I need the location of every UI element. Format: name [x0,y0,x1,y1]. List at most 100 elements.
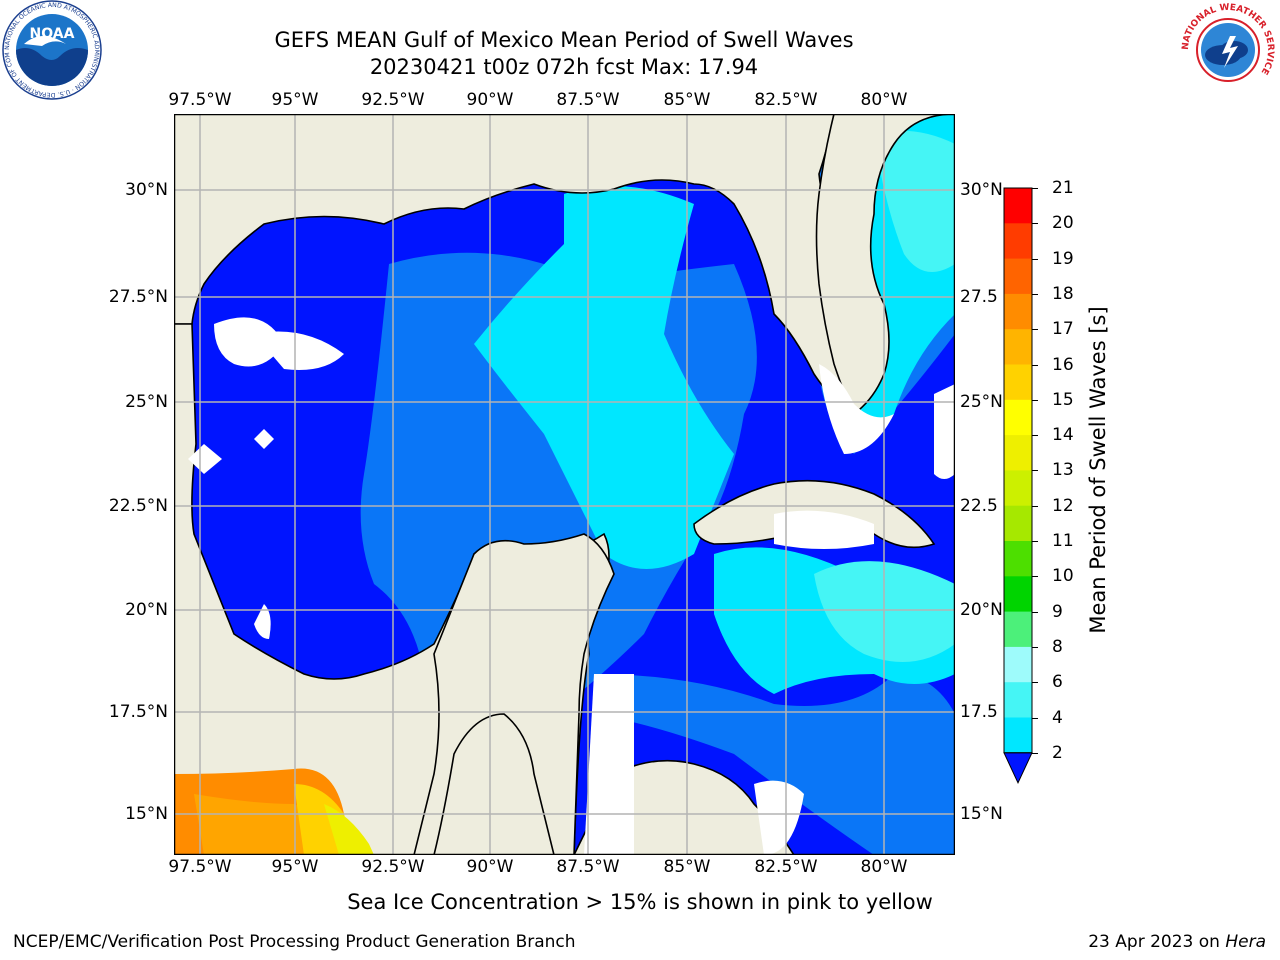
colorbar-label: Mean Period of Swell Waves [s] [1086,306,1110,634]
colorbar-tick-label: 11 [1052,531,1074,551]
colorbar-segment [1004,611,1032,648]
lon-tick-label: 82.5°W [754,90,818,110]
colorbar-segment [1004,223,1032,260]
colorbar-tick-mark [1032,223,1038,225]
colorbar-tick-label: 17 [1052,319,1074,340]
lat-tick-label: 27.5 [960,287,998,307]
colorbar-tick-label: 21 [1052,178,1074,198]
colorbar-segment [1004,682,1032,718]
lon-tick-label: 90°W [466,857,514,877]
sea-ice-band [174,768,374,855]
colorbar-tick-mark [1032,752,1038,754]
colorbar-tick-label: 16 [1052,354,1074,375]
period-band-6-8 [874,130,955,272]
colorbar-tick-label: 14 [1052,425,1074,446]
lon-tick-label: 85°W [663,857,711,877]
colorbar-segment [1004,435,1032,471]
map-panel [173,113,956,856]
colorbar-tick-label: 13 [1052,460,1074,481]
colorbar-tick-mark [1032,646,1038,648]
colorbar-segment [1004,717,1032,754]
colorbar-tick-mark [1032,470,1038,472]
lon-tick-label: 97.5°W [168,857,232,877]
colorbar-tick-mark [1032,576,1038,578]
lon-tick-label: 92.5°W [361,857,425,877]
lon-tick-label: 95°W [271,857,319,877]
colorbar-tick-label: 18 [1052,283,1074,304]
colorbar-segment [1004,541,1032,577]
lat-tick-label: 15°N [960,804,1003,824]
footer-host: Hera [1225,932,1266,952]
colorbar-tick-mark [1032,435,1038,437]
lat-tick-label: 17.5 [960,702,998,722]
lon-tick-label: 85°W [663,90,711,110]
chart-subtitle: 20230421 t00z 072h fcst Max: 17.94 [369,55,759,79]
colorbar-segment [1004,258,1032,295]
no-data-areas [188,317,955,855]
lat-tick-label: 30°N [960,180,1003,200]
colorbar-tick-label: 15 [1052,389,1074,410]
colorbar-tick-label: 9 [1052,601,1063,622]
colorbar-tick-mark [1032,399,1038,401]
footer-left: NCEP/EMC/Verification Post Processing Pr… [13,932,576,952]
land-areas [173,113,956,856]
map-frame [173,113,956,856]
colorbar-segment [1004,505,1032,542]
lon-tick-label: 92.5°W [361,90,425,110]
colorbar-tick-mark [1032,188,1038,189]
noaa-logo: NATIONAL OCEANIC AND ATMOSPHERIC ADMINIS… [0,0,102,100]
colorbar-tick-label: 12 [1052,495,1074,516]
lon-tick-label: 80°W [860,857,908,877]
lon-tick-label: 82.5°W [754,857,818,877]
lat-tick-label: 30°N [125,180,168,200]
colorbar-segment [1004,399,1032,436]
colorbar-tick-mark [1032,258,1038,260]
svg-text:NOAA: NOAA [30,26,75,42]
lat-tick-label: 22.5 [960,496,998,516]
colorbar-tick-mark [1032,505,1038,507]
nws-logo: NATIONAL WEATHER SERVICE [1178,0,1278,100]
colorbar-segment [1004,188,1032,224]
colorbar-tick-label: 19 [1052,248,1074,269]
chart-title: GEFS MEAN Gulf of Mexico Mean Period of … [274,28,854,52]
lat-tick-label: 20°N [125,600,168,620]
map-svg [173,113,956,856]
lat-tick-label: 15°N [125,804,168,824]
lon-tick-label: 87.5°W [556,857,620,877]
lat-tick-label: 17.5°N [108,702,168,722]
colorbar-tick-label: 20 [1052,213,1074,234]
colorbar-tick-label: 10 [1052,566,1074,587]
colorbar-tick-mark [1032,329,1038,331]
colorbar-tick-mark [1032,293,1038,295]
colorbar-tick-mark [1032,541,1038,542]
lat-tick-label: 25°N [960,392,1003,412]
graticule [174,114,955,855]
colorbar-tick-mark [1032,717,1038,719]
colorbar-segment [1004,470,1032,507]
lon-tick-label: 80°W [860,90,908,110]
colorbar-segment [1004,329,1032,365]
footer-right: 23 Apr 2023 on Hera [1088,932,1266,952]
lon-tick-label: 90°W [466,90,514,110]
lon-tick-label: 97.5°W [168,90,232,110]
colorbar-tick-mark [1032,364,1038,366]
lat-tick-label: 20°N [960,600,1003,620]
sea-ice-note: Sea Ice Concentration > 15% is shown in … [347,890,933,914]
colorbar [1000,186,1040,786]
colorbar-segment [1004,293,1032,330]
footer-date: 23 Apr 2023 on [1088,932,1226,952]
lat-tick-label: 25°N [125,392,168,412]
colorbar-segment [1004,364,1032,401]
colorbar-svg [1003,187,1033,784]
colorbar-segment [1004,576,1032,613]
colorbar-tick-label: 2 [1052,742,1063,763]
lon-tick-label: 87.5°W [556,90,620,110]
colorbar-tick-label: 6 [1052,672,1063,693]
lon-tick-label: 95°W [271,90,319,110]
colorbar-tick-label: 4 [1052,707,1063,728]
colorbar-segment [1004,646,1032,683]
lat-tick-label: 27.5°N [108,287,168,307]
colorbar-extend-arrow [1003,752,1033,784]
period-band-4-6 [474,186,734,569]
colorbar-tick-label: 8 [1052,636,1063,657]
